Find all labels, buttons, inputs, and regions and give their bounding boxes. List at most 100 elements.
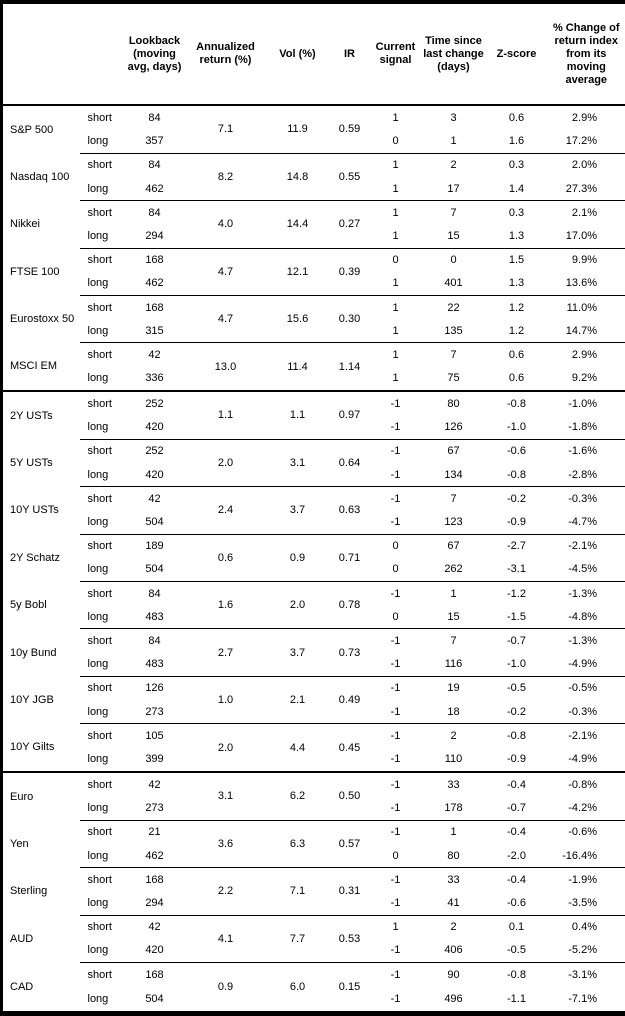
annualized-return-cell: 7.1 xyxy=(217,123,234,136)
header-z-score: Z-score xyxy=(485,2,548,106)
time-since-cell: 110 xyxy=(444,753,463,766)
current-signal-cell: -1 xyxy=(369,771,422,797)
time-since-cell: 2 xyxy=(421,723,486,748)
lookback-cell: 189 xyxy=(123,533,186,558)
lookback-cell: 462 xyxy=(145,182,164,195)
asset-row-long: long 273 -1 18 -0.2 -0.3% xyxy=(2,700,625,724)
vol-cell: 6.2 xyxy=(265,770,330,821)
lookback-cell: 168 xyxy=(123,294,186,320)
lookback-cell: 84 xyxy=(123,581,186,606)
current-signal-cell: -1 xyxy=(369,438,422,464)
z-score-cell: -0.4 xyxy=(485,771,548,797)
time-since-cell: 2 xyxy=(421,152,486,177)
vol-cell: 0.9 xyxy=(265,533,330,582)
z-score-cell: 1.2 xyxy=(485,294,548,320)
current-signal-cell: -1 xyxy=(390,658,401,671)
asset-name-cell: Euro xyxy=(1,770,80,821)
lookback-cell: 168 xyxy=(123,247,186,272)
asset-row-long: long 399 -1 110 -0.9 -4.9% xyxy=(2,747,625,772)
pct-change-cell: -16.4% xyxy=(562,849,597,862)
asset-row-long: long 462 0 80 -2.0 -16.4% xyxy=(2,844,625,868)
current-signal-cell: -1 xyxy=(369,486,422,511)
annualized-return-cell: 4.1 xyxy=(185,914,266,963)
ir-cell: 0.97 xyxy=(329,390,370,440)
annualized-return-cell: 2.2 xyxy=(185,867,266,916)
asset-name-cell: 10Y Gilts xyxy=(10,741,55,754)
asset-row-short: CAD short 168 0.9 6.0 0.15 -1 90 -0.8 -3.1% xyxy=(2,961,625,1014)
ir-cell: 0.27 xyxy=(329,200,370,249)
current-signal-cell: 0 xyxy=(392,610,399,623)
current-signal-cell: -1 xyxy=(390,421,401,434)
time-since-cell: 7 xyxy=(421,200,486,225)
current-signal-cell: 1 xyxy=(369,914,422,939)
z-score-cell: 1.5 xyxy=(485,247,548,272)
time-since-cell: 1 xyxy=(421,581,486,606)
current-signal-cell: 0 xyxy=(369,247,422,272)
z-score-cell: -0.8 xyxy=(485,961,548,987)
asset-row-short: 10Y JGB short 126 1.0 2.1 0.49 -1 19 -0.5 -0.5% xyxy=(2,675,625,724)
time-since-cell: 7 xyxy=(421,486,486,511)
current-signal-cell: 0 xyxy=(392,563,399,576)
z-score-cell: -0.9 xyxy=(507,516,526,529)
asset-row-long: long 294 1 15 1.3 17.0% xyxy=(2,224,625,248)
annualized-return-cell: 4.7 xyxy=(185,294,266,343)
ir-cell: 0.78 xyxy=(329,581,370,629)
horizon-cell: short xyxy=(79,867,124,892)
asset-name-cell: Nasdaq 100 xyxy=(10,170,70,183)
pct-change-cell: -0.6% xyxy=(547,819,625,844)
horizon-cell: short xyxy=(79,152,124,177)
current-signal-cell: -1 xyxy=(390,468,401,481)
pct-change-cell: 17.0% xyxy=(565,229,597,242)
ir-cell: 0.71 xyxy=(329,533,370,582)
header-time-since: Time since last change (days) xyxy=(421,2,486,106)
horizon-cell: short xyxy=(79,438,124,464)
current-signal-cell: 0 xyxy=(369,533,422,558)
lookback-cell: 294 xyxy=(145,229,164,242)
annualized-return-cell: 1.1 xyxy=(185,390,266,440)
annualized-return-cell: 4.0 xyxy=(185,200,266,249)
z-score-cell: 1.3 xyxy=(508,229,525,242)
ir-cell: 0.39 xyxy=(329,247,370,296)
asset-name-cell: AUD xyxy=(10,932,34,945)
header-pct-change: % Change of return index from its moving… xyxy=(547,2,625,106)
lookback-cell: 168 xyxy=(123,867,186,892)
horizon-cell: long xyxy=(87,277,109,290)
time-since-cell: 134 xyxy=(444,468,463,481)
ir-cell: 0.73 xyxy=(329,628,370,677)
pct-change-cell: -2.1% xyxy=(547,723,625,748)
asset-row-short: 2Y Schatz short 189 0.6 0.9 0.71 0 67 -2.7 -2.1% xyxy=(2,533,625,582)
horizon-cell: long xyxy=(87,896,109,909)
lookback-cell: 504 xyxy=(145,563,164,576)
z-score-cell: -0.9 xyxy=(507,753,526,766)
z-score-cell: -0.8 xyxy=(507,468,526,481)
pct-change-cell: 11.0% xyxy=(547,294,625,320)
time-since-cell: 90 xyxy=(421,961,486,987)
vol-cell: 2.1 xyxy=(265,675,330,724)
z-score-cell: -0.6 xyxy=(485,438,548,464)
lookback-cell: 84 xyxy=(123,628,186,653)
lookback-cell: 273 xyxy=(145,802,164,815)
time-since-cell: 0 xyxy=(421,247,486,272)
horizon-cell: long xyxy=(87,135,109,148)
pct-change-cell: -1.6% xyxy=(547,438,625,464)
z-score-cell: -0.4 xyxy=(485,819,548,844)
current-signal-cell: 1 xyxy=(392,277,399,290)
asset-row-long: long 294 -1 41 -0.6 -3.5% xyxy=(2,891,625,915)
horizon-cell: short xyxy=(79,675,124,701)
vol-cell: 11.4 xyxy=(265,342,330,392)
pct-change-cell: 2.0% xyxy=(547,152,625,177)
vol-cell: 7.1 xyxy=(265,867,330,916)
lookback-cell: 420 xyxy=(145,468,164,481)
z-score-cell: -0.7 xyxy=(485,628,548,653)
annualized-return-cell: 0.9 xyxy=(185,961,266,1014)
horizon-cell: long xyxy=(87,658,109,671)
pct-change-cell: -7.1% xyxy=(568,992,597,1005)
asset-row-long: long 357 0 1 1.6 17.2% xyxy=(2,130,625,154)
pct-change-cell: -0.5% xyxy=(547,675,625,701)
lookback-cell: 399 xyxy=(145,753,164,766)
horizon-cell: long xyxy=(87,944,109,957)
lookback-cell: 483 xyxy=(145,658,164,671)
asset-row-short: FTSE 100 short 168 4.7 12.1 0.39 0 0 1.5 9.9% xyxy=(2,247,625,296)
current-signal-cell: -1 xyxy=(390,802,401,815)
